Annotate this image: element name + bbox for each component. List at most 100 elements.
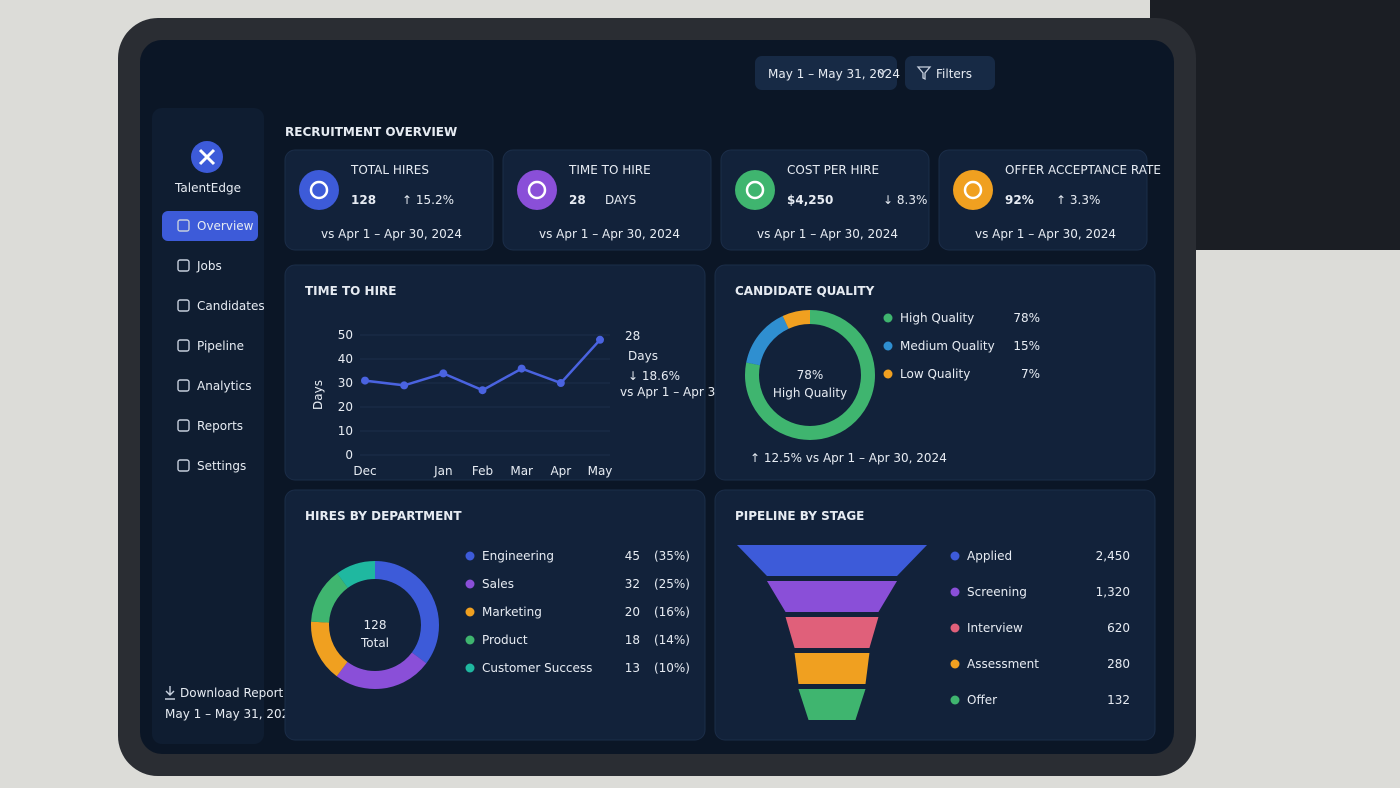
legend-value: 132 bbox=[1107, 693, 1130, 707]
line-point bbox=[596, 335, 604, 344]
y-tick-label: 50 bbox=[338, 328, 353, 342]
kpi-change: ↑ 15.2% bbox=[402, 193, 454, 207]
line-point bbox=[517, 364, 526, 373]
pipeline-card bbox=[714, 489, 1156, 741]
legend-label: Screening bbox=[967, 585, 1027, 599]
legend-swatch bbox=[465, 579, 475, 589]
legend-value: 20 bbox=[625, 605, 640, 619]
nav-item[interactable]: Analytics bbox=[197, 379, 252, 393]
y-tick-label: 20 bbox=[338, 400, 353, 414]
legend-value: 2,450 bbox=[1096, 549, 1130, 563]
kpi-value: 28 bbox=[569, 193, 586, 207]
legend-share: (25%) bbox=[654, 577, 690, 591]
legend-swatch bbox=[950, 587, 960, 597]
legend-label: High Quality bbox=[900, 311, 974, 325]
x-tick-label: Mar bbox=[510, 464, 533, 478]
kpi-icon-glyph bbox=[527, 180, 547, 200]
legend-share: (10%) bbox=[654, 661, 690, 675]
kpi-icon bbox=[953, 170, 993, 210]
y-tick-label: 0 bbox=[345, 448, 353, 462]
nav-icon bbox=[177, 259, 190, 272]
kpi-change: ↑ 3.3% bbox=[1056, 193, 1100, 207]
chart-title: CANDIDATE QUALITY bbox=[735, 284, 875, 298]
legend-swatch bbox=[950, 623, 960, 633]
y-tick-label: 40 bbox=[338, 352, 353, 366]
legend-value: 32 bbox=[625, 577, 640, 591]
kpi-icon-glyph bbox=[963, 180, 983, 200]
chart-title: PIPELINE BY STAGE bbox=[735, 509, 864, 523]
kpi-icon-glyph bbox=[745, 180, 765, 200]
nav-icon bbox=[177, 219, 190, 232]
legend-value: 45 bbox=[625, 549, 640, 563]
legend-label: Sales bbox=[482, 577, 514, 591]
nav-icon bbox=[177, 379, 190, 392]
nav-item[interactable]: Settings bbox=[197, 459, 246, 473]
kpi-label: TOTAL HIRES bbox=[350, 163, 429, 177]
legend-swatch bbox=[465, 663, 475, 673]
kpi-compare: vs Apr 1 – Apr 30, 2024 bbox=[757, 227, 898, 241]
kpi-icon-glyph bbox=[309, 180, 329, 200]
nav-item[interactable]: Jobs bbox=[196, 259, 222, 273]
donut-segment bbox=[311, 561, 439, 689]
legend-swatch bbox=[465, 635, 475, 645]
legend-label: Offer bbox=[967, 693, 997, 707]
donut-segment bbox=[311, 561, 439, 689]
donut-center-label: Total bbox=[360, 636, 389, 650]
date-range-button[interactable] bbox=[755, 56, 897, 90]
chevron bbox=[877, 69, 887, 75]
legend-swatch bbox=[465, 551, 475, 561]
chart-footer: ↑ 12.5% vs Apr 1 – Apr 30, 2024 bbox=[750, 451, 947, 465]
date-range: May 1 – May 31, 2024 bbox=[768, 67, 900, 81]
legend-value: 620 bbox=[1107, 621, 1130, 635]
legend-swatch bbox=[883, 369, 893, 379]
page-title: RECRUITMENT OVERVIEW bbox=[285, 125, 457, 139]
legend-value: 15% bbox=[1013, 339, 1040, 353]
brand-name: TalentEdge bbox=[174, 181, 241, 195]
x-tick-label: Jan bbox=[433, 464, 453, 478]
kpi-compare: vs Apr 1 – Apr 30, 2024 bbox=[539, 227, 680, 241]
nav-icon bbox=[177, 299, 190, 312]
legend-share: (14%) bbox=[654, 633, 690, 647]
legend-value: 18 bbox=[625, 633, 640, 647]
filters-button[interactable] bbox=[905, 56, 995, 90]
download-report[interactable]: Download Report bbox=[180, 686, 284, 700]
sidebar-date: May 1 – May 31, 2024 bbox=[165, 707, 297, 721]
line-point bbox=[478, 386, 487, 395]
kpi-change: ↓ 8.3% bbox=[883, 193, 927, 207]
nav-item[interactable]: Candidates bbox=[197, 299, 265, 313]
funnel-stage bbox=[798, 689, 866, 720]
funnel-stage bbox=[766, 581, 898, 612]
x-tick-label: Feb bbox=[472, 464, 493, 478]
kpi-compare: vs Apr 1 – Apr 30, 2024 bbox=[975, 227, 1116, 241]
y-axis-label: Days bbox=[311, 380, 325, 410]
legend-label: Assessment bbox=[967, 657, 1039, 671]
nav-icon bbox=[177, 419, 190, 432]
legend-swatch bbox=[465, 607, 475, 617]
legend-swatch bbox=[883, 313, 893, 323]
line-point bbox=[439, 369, 448, 378]
funnel-stage bbox=[785, 617, 879, 648]
legend-share: (35%) bbox=[654, 549, 690, 563]
filter-icon bbox=[916, 66, 932, 81]
x-tick-label: Apr bbox=[550, 464, 571, 478]
x-tick-label: Dec bbox=[353, 464, 376, 478]
legend-label: Applied bbox=[967, 549, 1012, 563]
kpi-icon bbox=[735, 170, 775, 210]
nav-active bbox=[162, 211, 258, 241]
legend-value: 1,320 bbox=[1096, 585, 1130, 599]
kpi-label: OFFER ACCEPTANCE RATE bbox=[1005, 163, 1161, 177]
legend-label: Marketing bbox=[482, 605, 542, 619]
kpi-value: 128 bbox=[351, 193, 376, 207]
kpi-label: COST PER HIRE bbox=[787, 163, 879, 177]
nav-item[interactable]: Reports bbox=[197, 419, 243, 433]
funnel-stage bbox=[737, 545, 927, 576]
legend-label: Medium Quality bbox=[900, 339, 995, 353]
y-tick-label: 10 bbox=[338, 424, 353, 438]
kpi-value: $4,250 bbox=[787, 193, 833, 207]
nav-item[interactable]: Overview bbox=[197, 219, 254, 233]
summary-value: 28 bbox=[625, 329, 640, 343]
nav-item[interactable]: Pipeline bbox=[197, 339, 244, 353]
download-icon bbox=[165, 686, 175, 700]
